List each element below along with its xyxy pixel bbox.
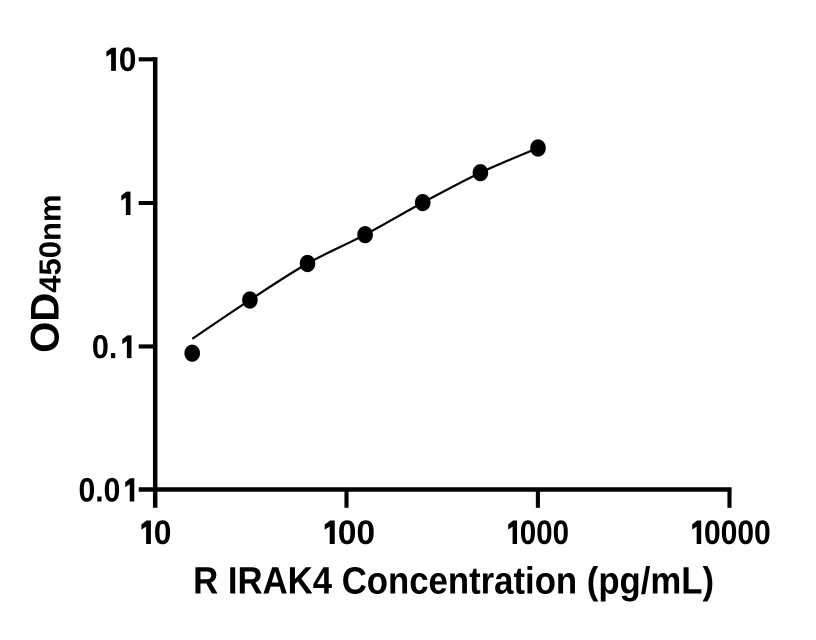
svg-text:R IRAK4 Concentration (pg/mL): R IRAK4 Concentration (pg/mL): [193, 561, 714, 603]
